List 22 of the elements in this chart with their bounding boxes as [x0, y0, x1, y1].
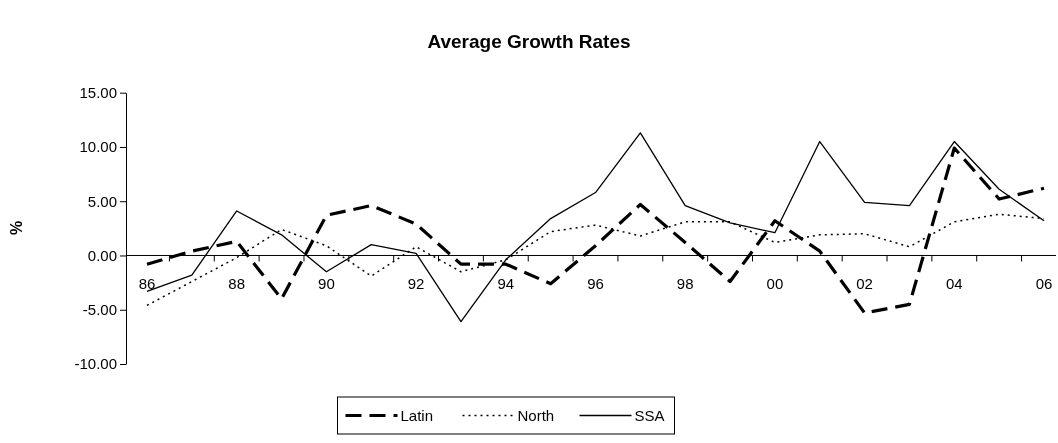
x-tick-label: 86	[138, 275, 156, 293]
x-tick-label: 90	[318, 275, 335, 293]
y-tick-label: 10.00	[79, 138, 117, 156]
y-tick-label: -5.00	[82, 301, 117, 319]
y-tick-label: 15.00	[79, 84, 117, 101]
chart-title: Average Growth Rates	[427, 31, 631, 52]
x-tick-label: 00	[766, 275, 784, 293]
x-tick-label: 92	[407, 275, 425, 293]
x-tick-label: 88	[228, 275, 246, 293]
y-axis-title: %	[8, 220, 25, 236]
legend-label: SSA	[634, 407, 665, 424]
x-tick-label: 04	[945, 275, 963, 293]
x-tick-label: 94	[497, 275, 515, 293]
x-tick-label: 98	[676, 275, 694, 293]
y-tick-label: 5.00	[87, 192, 117, 210]
legend-label: Latin	[400, 407, 434, 424]
x-tick-label: 96	[587, 275, 604, 293]
x-tick-label: 06	[1035, 275, 1053, 293]
y-tick-label: -10.00	[74, 355, 117, 373]
x-tick-label: 02	[856, 275, 873, 293]
legend-label: North	[517, 407, 555, 424]
y-tick-label: 0.00	[87, 246, 117, 264]
